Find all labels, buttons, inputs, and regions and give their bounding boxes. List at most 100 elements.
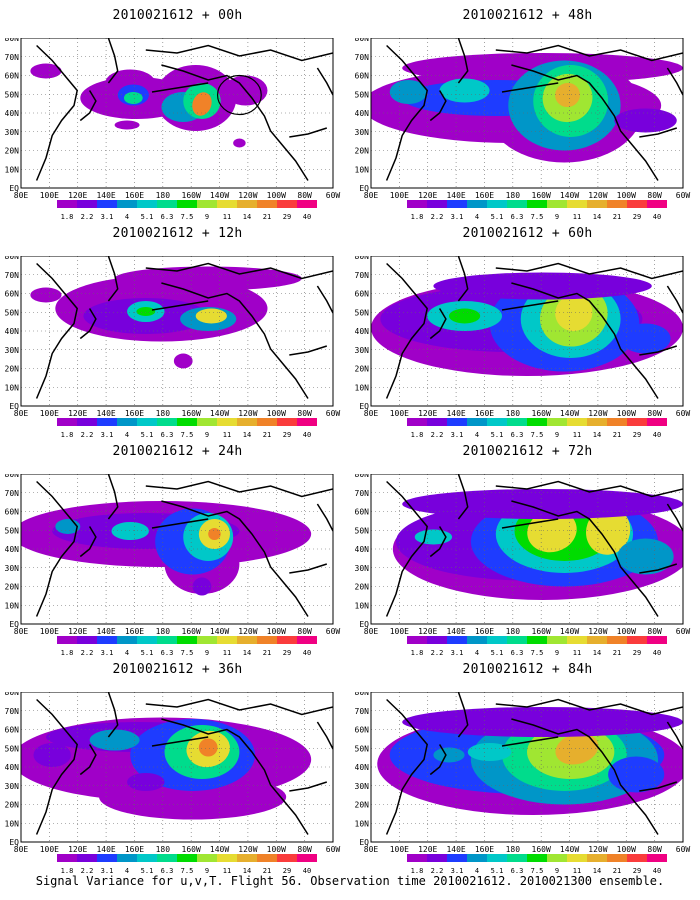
lon-label: 60W [676, 191, 691, 200]
lon-label: 100W [617, 409, 636, 418]
colorbar-label: 40 [653, 431, 661, 439]
lat-label: 40N [5, 545, 19, 554]
colorbar-label: 7.5 [531, 431, 544, 439]
lon-label: 160E [125, 409, 144, 418]
coastline [79, 90, 97, 122]
lon-label: 160E [475, 409, 494, 418]
colorbar-label: 3.1 [101, 431, 114, 439]
panel-title: 2010021612 + 24h [112, 444, 243, 459]
colorbar-swatch [547, 418, 567, 426]
lat-label: EQ [359, 838, 369, 847]
variance-contour [30, 287, 62, 303]
lon-label: 100W [267, 845, 286, 854]
lat-label: 10N [355, 165, 369, 174]
colorbar-swatch [197, 636, 217, 644]
lon-label: 160W [532, 409, 551, 418]
colorbar: 1.8 2.2 3.1 4 5.1 6.3 7.5 9 11 14 21 29 40 [57, 200, 317, 221]
colorbar-swatch [257, 854, 277, 862]
variance-contour [21, 528, 53, 546]
lat-label: 20N [5, 801, 19, 810]
panel-title: 2010021612 + 00h [112, 8, 243, 23]
lat-label: 30N [5, 128, 19, 137]
variance-contour [402, 707, 683, 737]
colorbar-label: 29 [633, 213, 641, 221]
lat-label: 60N [5, 290, 19, 299]
colorbar-swatch [157, 636, 177, 644]
colorbar-label: 3.1 [101, 213, 114, 221]
colorbar-label: 21 [263, 431, 271, 439]
lon-label: 120W [238, 845, 257, 854]
colorbar-swatch [587, 200, 607, 208]
coastline [316, 67, 333, 96]
colorbar-label: 5.1 [491, 431, 504, 439]
colorbar-swatch [467, 418, 487, 426]
colorbar-label: 3.1 [101, 867, 114, 875]
colorbar-label: 29 [283, 649, 291, 657]
lon-label: 80W [647, 845, 662, 854]
lon-label: 80W [297, 845, 312, 854]
variance-contour [433, 747, 465, 763]
colorbar-swatch [57, 636, 77, 644]
colorbar-swatch [177, 418, 197, 426]
coastline [289, 127, 328, 138]
colorbar-label: 9 [205, 213, 209, 221]
colorbar-label: 9 [555, 431, 559, 439]
colorbar-swatch [297, 854, 317, 862]
colorbar-label: 29 [283, 431, 291, 439]
lat-label: EQ [359, 402, 369, 411]
coastline [666, 503, 683, 532]
colorbar-label: 1.8 [61, 431, 74, 439]
colorbar-swatch [217, 636, 237, 644]
colorbar-swatch [57, 200, 77, 208]
lat-label: 30N [355, 346, 369, 355]
coastline [457, 474, 469, 520]
coastline [316, 503, 333, 532]
lon-label: 140W [210, 845, 229, 854]
coastline [495, 262, 683, 280]
lon-label: 180 [506, 191, 521, 200]
lon-label: 140E [446, 627, 465, 636]
colorbar-swatch [137, 200, 157, 208]
coastline [385, 262, 429, 399]
lat-label: 10N [5, 165, 19, 174]
lat-label: 80N [355, 38, 369, 43]
lon-label: 140E [96, 627, 115, 636]
colorbar-label: 14 [243, 649, 251, 657]
coastline [501, 518, 559, 529]
panel-title: 2010021612 + 84h [462, 662, 593, 677]
lat-label: 60N [355, 508, 369, 517]
map-panel: 2010021612 + 24h 80N 70N 60N 50N 40N 30N 20N 10N… [5, 444, 350, 664]
colorbar-swatch [567, 854, 587, 862]
colorbar-swatch [527, 854, 547, 862]
colorbar-label: 5.1 [141, 867, 154, 875]
map-frame [20, 692, 334, 843]
colorbar-label: 2.2 [431, 649, 444, 657]
variance-contour [439, 78, 490, 103]
colorbar-label: 14 [593, 867, 601, 875]
lat-label: 80N [355, 692, 369, 697]
coastline [511, 64, 659, 181]
variance-contour [433, 272, 652, 300]
lat-label: 70N [355, 707, 369, 716]
coastline [501, 736, 559, 747]
colorbar-label: 11 [573, 213, 581, 221]
coastline [385, 480, 429, 617]
lon-label: 80W [297, 627, 312, 636]
coastline [316, 721, 333, 750]
variance-contour [173, 353, 193, 369]
colorbar-swatch [117, 200, 137, 208]
colorbar-label: 6.3 [161, 213, 174, 221]
lon-label: 120E [68, 627, 87, 636]
colorbar-label: 14 [243, 867, 251, 875]
coastline [289, 563, 328, 574]
lat-label: 80N [355, 256, 369, 261]
colorbar-label: 1.8 [61, 649, 74, 657]
lat-label: 50N [355, 744, 369, 753]
colorbar-label: 7.5 [531, 213, 544, 221]
lon-label: 100E [40, 845, 59, 854]
colorbar-label: 4 [125, 867, 129, 875]
coastline [151, 736, 209, 747]
